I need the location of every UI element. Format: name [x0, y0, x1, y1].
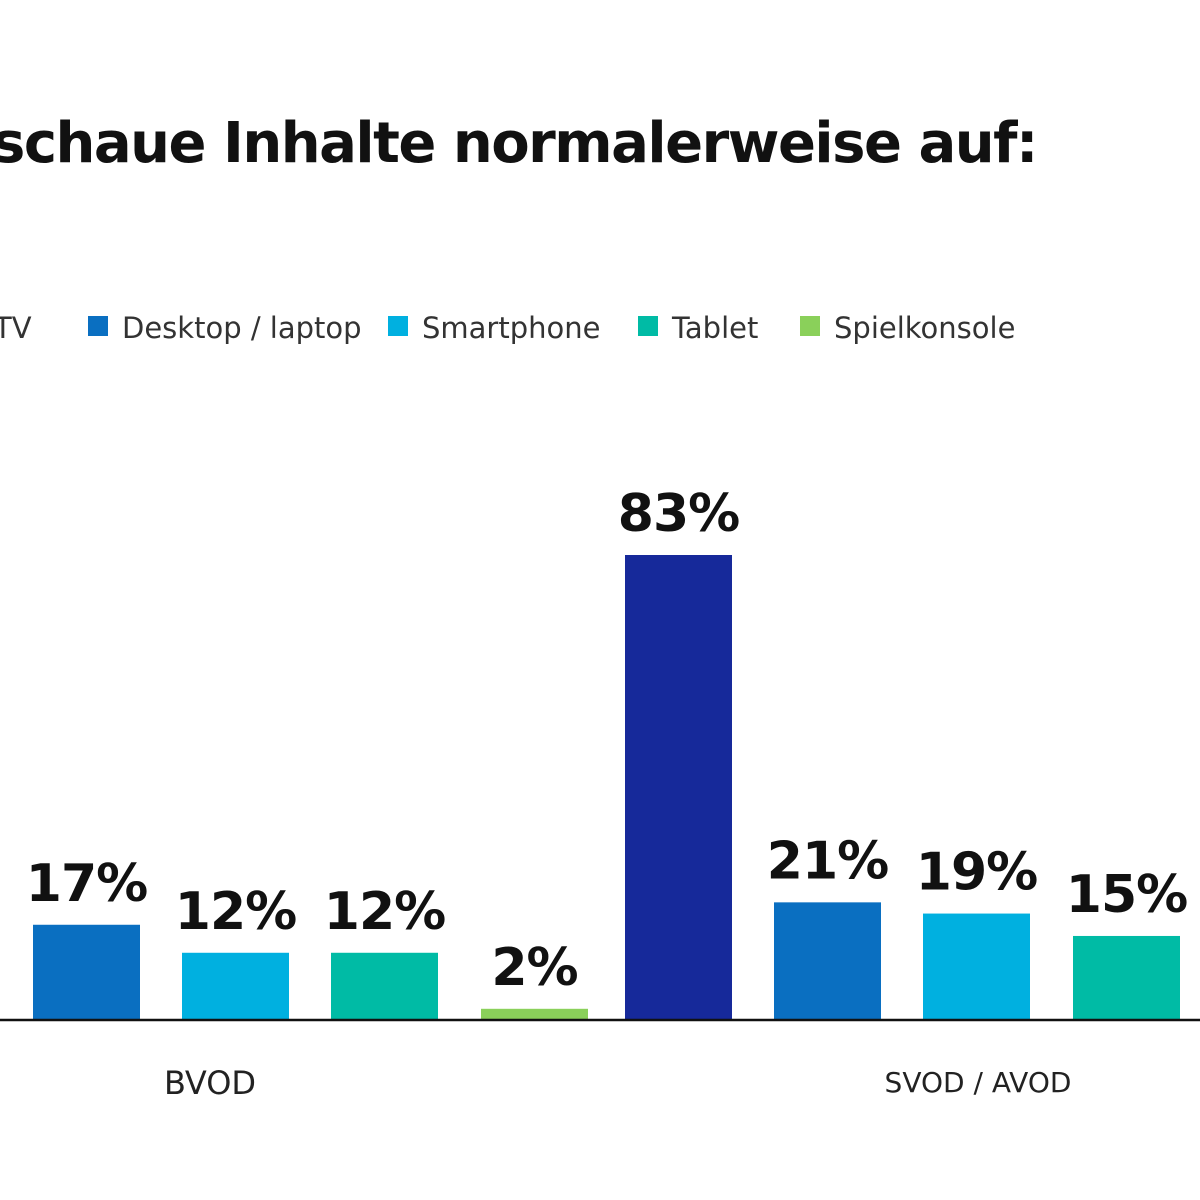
data-label-svod-avod-tablet: 15%	[1066, 865, 1187, 925]
data-label-bvod-tablet: 12%	[324, 882, 445, 942]
group-label-svod-avod: SVOD / AVOD	[885, 1066, 1072, 1099]
bar-svod-avod-smartphone	[923, 913, 1030, 1020]
legend-label-tablet: Tablet	[671, 311, 758, 345]
data-label-svod-avod-desktop-laptop: 21%	[767, 831, 888, 891]
bar-bvod-smartphone	[182, 952, 289, 1020]
bar-svod-avod-tv	[625, 555, 732, 1020]
chart-legend: TV Desktop / laptop Smartphone Tablet Spielk…	[0, 311, 1015, 345]
group-labels: BVOD SVOD / AVOD	[164, 1064, 1072, 1102]
bar-svod-avod-tablet	[1073, 935, 1180, 1020]
legend-label-desktop-laptop: Desktop / laptop	[122, 311, 362, 345]
data-label-bvod-desktop-laptop: 17%	[26, 854, 147, 914]
bar-svod-avod-desktop-laptop	[774, 902, 881, 1020]
group-label-bvod: BVOD	[164, 1064, 256, 1102]
data-label-bvod-spielkonsole: 2%	[491, 938, 577, 998]
bar-bvod-spielkonsole	[481, 1008, 588, 1020]
legend-label-smartphone: Smartphone	[422, 311, 600, 345]
legend-swatch-desktop-laptop	[88, 316, 108, 336]
data-label-svod-avod-tv: 83%	[618, 484, 739, 544]
legend-label-tv: TV	[0, 311, 32, 345]
chart-title: schaue Inhalte normalerweise auf:	[0, 111, 1037, 176]
legend-label-spielkonsole: Spielkonsole	[834, 311, 1015, 345]
bar-series: 17% 12% 12% 2% 83% 21% 19% 15%	[26, 484, 1188, 1020]
legend-swatch-tablet	[638, 316, 658, 336]
data-label-bvod-smartphone: 12%	[175, 882, 296, 942]
legend-swatch-spielkonsole	[800, 316, 820, 336]
data-label-svod-avod-smartphone: 19%	[916, 843, 1037, 903]
bar-bvod-desktop-laptop	[33, 924, 140, 1020]
legend-swatch-smartphone	[388, 316, 408, 336]
bar-bvod-tablet	[331, 952, 438, 1020]
